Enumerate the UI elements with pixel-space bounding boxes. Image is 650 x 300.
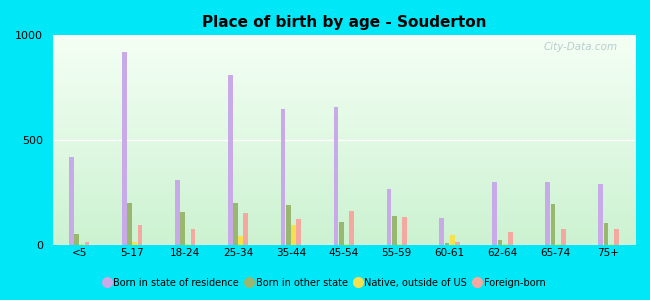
Bar <box>244 213 248 245</box>
Bar <box>498 240 502 245</box>
Bar <box>227 75 233 245</box>
Bar <box>556 244 560 245</box>
Bar <box>609 244 614 245</box>
Bar <box>339 222 344 245</box>
Bar <box>286 205 291 245</box>
Bar <box>392 216 396 245</box>
Bar <box>450 235 455 245</box>
Bar <box>344 244 349 245</box>
Bar <box>508 232 513 245</box>
Bar <box>614 230 619 245</box>
Bar <box>545 182 550 245</box>
Bar <box>291 225 296 245</box>
Bar <box>503 244 508 245</box>
Bar <box>79 244 84 245</box>
Bar <box>69 157 73 245</box>
Bar <box>190 230 195 245</box>
Legend: Born in state of residence, Born in other state, Native, outside of US, Foreign-: Born in state of residence, Born in othe… <box>101 274 549 292</box>
Bar <box>74 234 79 245</box>
Title: Place of birth by age - Souderton: Place of birth by age - Souderton <box>202 15 486 30</box>
Bar <box>122 52 127 245</box>
Bar <box>175 180 179 245</box>
Text: City-Data.com: City-Data.com <box>543 42 618 52</box>
Bar <box>127 203 132 245</box>
Bar <box>233 203 238 245</box>
Bar <box>185 244 190 245</box>
Bar <box>133 242 137 245</box>
Bar <box>296 219 301 245</box>
Bar <box>239 236 243 245</box>
Bar <box>402 217 407 245</box>
Bar <box>281 109 285 245</box>
Bar <box>561 230 566 245</box>
Bar <box>604 223 608 245</box>
Bar <box>138 225 142 245</box>
Bar <box>84 242 90 245</box>
Bar <box>598 184 603 245</box>
Bar <box>551 204 555 245</box>
Bar <box>333 107 339 245</box>
Bar <box>455 242 460 245</box>
Bar <box>349 211 354 245</box>
Bar <box>180 212 185 245</box>
Bar <box>445 243 450 245</box>
Bar <box>387 189 391 245</box>
Bar <box>439 218 444 245</box>
Bar <box>397 244 402 245</box>
Bar <box>493 182 497 245</box>
